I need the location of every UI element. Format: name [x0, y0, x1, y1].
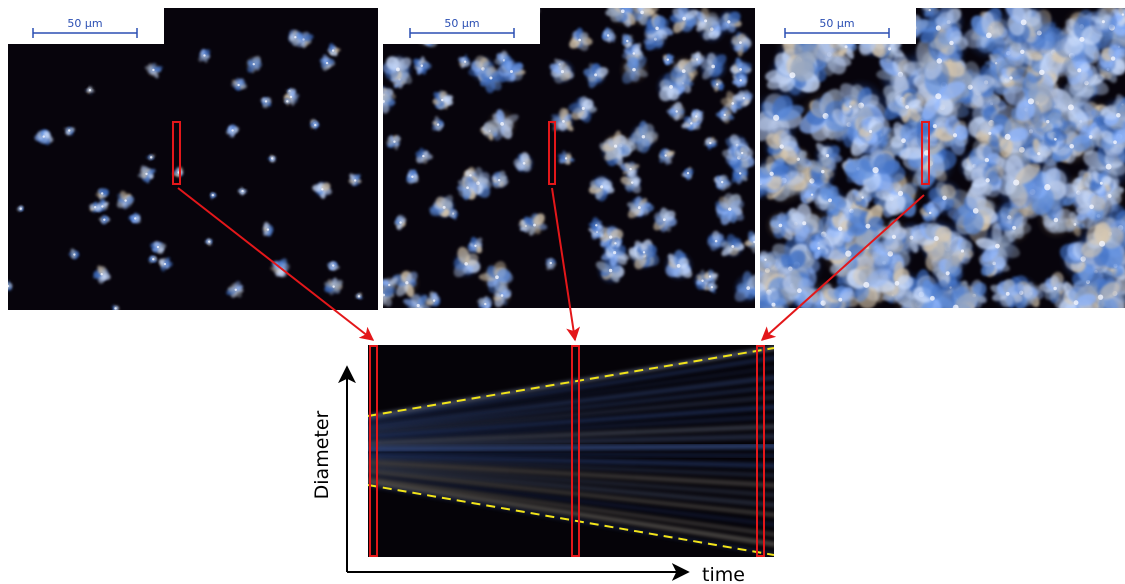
micrograph-panel-3: 50 µm — [760, 8, 1125, 308]
scale-label-3: 50 µm — [819, 17, 854, 30]
micrograph-panel-2: 50 µm — [383, 8, 755, 308]
kymo-marker-1 — [369, 345, 378, 557]
crystal-field-1 — [8, 8, 364, 310]
scale-label-2: 50 µm — [444, 17, 479, 30]
sample-line-marker-2 — [548, 121, 556, 185]
sample-line-marker-3 — [921, 121, 930, 185]
scale-box-1 — [8, 8, 164, 44]
sample-line-marker-1 — [172, 121, 181, 185]
connector-arrow-2 — [551, 187, 581, 342]
upper-growth-boundary — [367, 347, 775, 417]
y-axis-label: Diameter — [311, 410, 333, 499]
x-axis-label: time — [702, 564, 745, 584]
scale-label-1: 50 µm — [67, 17, 102, 30]
lower-growth-boundary — [367, 484, 775, 556]
kymograph — [367, 345, 775, 557]
crystal-field-3 — [760, 8, 1125, 308]
kymo-marker-2 — [571, 345, 580, 557]
micrograph-panel-1: 50 µm — [8, 8, 378, 310]
kymo-marker-3 — [756, 345, 765, 557]
crystal-field-2 — [383, 8, 755, 308]
scale-box-3 — [760, 8, 916, 44]
connector-arrow-3 — [760, 194, 925, 341]
connector-arrow-1 — [177, 187, 375, 341]
